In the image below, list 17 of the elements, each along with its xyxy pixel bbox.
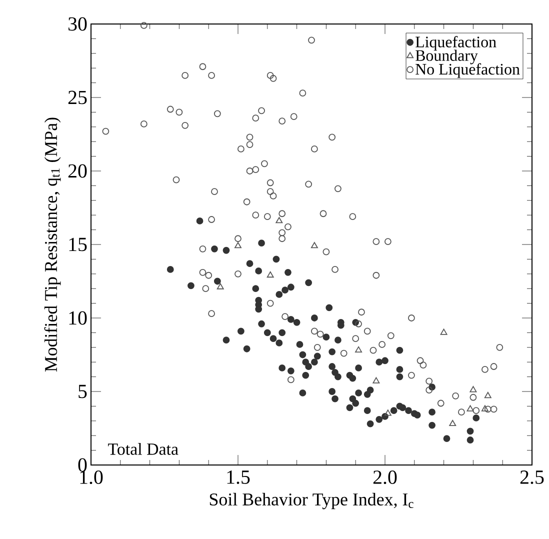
annotation: Total Data (108, 442, 178, 455)
legend-label: Liquefaction (416, 36, 496, 51)
x-tick-label: 2.0 (373, 470, 397, 484)
y-tick-label: 30 (68, 17, 87, 31)
x-tick-label: 1.5 (227, 470, 250, 484)
legend-label: No Liquefaction (416, 63, 520, 78)
y-tick-label: 10 (69, 311, 87, 325)
x-tick-label: 2.5 (520, 470, 544, 484)
y-tick-label: 20 (68, 164, 87, 178)
y-tick-label: 5 (78, 384, 87, 398)
x-axis-title: Soil Behavior Type Index, I$_{c}$ (210, 492, 414, 510)
y-tick-label: 15 (69, 238, 87, 252)
y-tick-label: 0 (78, 458, 87, 472)
y-axis-title: Modified Tip Resistance, q$_{t1}$ (MPa) (44, 118, 61, 372)
y-tick-label: 25 (68, 90, 87, 104)
x-tick-label: 1.0 (80, 470, 103, 484)
legend-label: Boundary (416, 50, 478, 64)
